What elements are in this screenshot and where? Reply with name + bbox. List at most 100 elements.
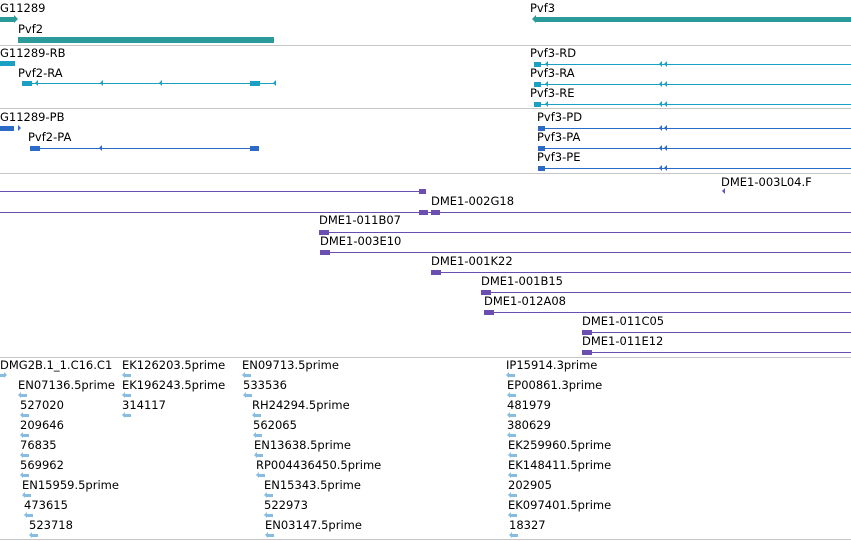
clone-line [481,292,851,293]
transcript-intron-line [534,84,851,85]
clone-label: DME1-003L04.F [721,175,812,189]
est-label: EN15343.5prime [264,478,361,492]
est-arrow [508,492,511,498]
est-feature [511,513,517,517]
est-arrow [252,412,255,418]
est-arrow [508,472,511,478]
protein-feature [0,125,14,131]
transcript-strand-arrow [273,80,276,86]
est-arrow [509,532,512,538]
est-feature [267,493,273,497]
est-arrow [506,372,509,378]
est-label: 76835 [20,438,57,452]
est-label: EK126203.5prime [122,358,226,372]
est-feature [23,413,29,417]
transcript-strand-arrow [545,61,548,67]
est-label: EN15959.5prime [22,478,119,492]
est-label: 209646 [20,418,64,432]
clone-label: DME1-011C05 [582,314,665,328]
clone-line [582,352,851,353]
est-label: EN09713.5prime [242,358,339,372]
est-feature [27,513,33,517]
clone-end [582,349,592,355]
est-label: 202905 [508,478,552,492]
track-separator [0,539,851,540]
protein-label: Pvf2-PA [28,130,72,144]
est-arrow [122,412,125,418]
est-feature [511,453,517,457]
est-label: EK097401.5prime [508,498,612,512]
clone-end [481,289,491,295]
est-feature [32,533,38,537]
gene-feature [0,16,14,22]
est-label: EP00861.3prime [507,378,603,392]
est-feature [0,373,4,377]
est-feature [510,433,516,437]
clone-end [419,188,426,194]
transcript-label: G11289-RB [0,46,66,60]
gene-direction-arrow [14,15,18,23]
est-feature [25,493,31,497]
est-label: 314117 [122,398,166,412]
clone-label: DME1-003E10 [320,234,402,248]
gene-label: Pvf2 [18,22,44,36]
protein-exon [538,125,545,131]
protein-direction-arrow [18,125,21,131]
transcript-strand-arrow [659,61,662,67]
est-feature [246,393,252,397]
transcript-exon [22,80,32,86]
clone-line [320,252,851,253]
clone-end [319,229,329,235]
transcript-label: Pvf3-RD [530,46,577,60]
est-label: EN13638.5prime [254,438,351,452]
est-feature [125,393,131,397]
transcript-strand-arrow [664,101,667,107]
transcript-strand-arrow [664,81,667,87]
est-feature [509,373,515,377]
transcript-exon [250,80,260,86]
est-feature [510,393,516,397]
est-label: DMG2B.1_1.C16.C1 [0,358,113,372]
est-arrow [265,532,268,538]
protein-exon [30,145,40,151]
clone-label: DME1-011B07 [319,213,401,227]
est-label: RH24294.5prime [252,398,350,412]
est-arrow [22,492,25,498]
est-arrow [29,532,32,538]
gene-feature [536,16,851,22]
protein-intron-line [30,148,259,149]
est-feature [511,493,517,497]
clone-end [582,329,592,335]
est-feature [125,413,131,417]
est-arrow [24,512,27,518]
track-separator [0,45,851,46]
protein-label: G11289-PB [0,110,65,124]
transcript-strand-arrow [35,80,38,86]
clone-end [431,269,441,275]
protein-exon [250,145,259,151]
clone-end [431,209,440,215]
est-arrow [243,392,246,398]
est-feature [245,373,251,377]
clone-label: DME1-011E12 [582,334,664,348]
est-feature [255,413,261,417]
est-label: RP004436450.5prime [256,458,382,472]
est-arrow [20,432,23,438]
track-separator [0,173,851,174]
transcript-label: Pvf3-RE [530,86,575,100]
transcript-strand-arrow [100,80,103,86]
transcript-exon [0,60,15,66]
est-arrow [20,412,23,418]
transcript-strand-arrow [664,61,667,67]
protein-strand-arrow [659,125,662,131]
est-arrow [253,432,256,438]
protein-label: Pvf3-PA [537,130,581,144]
clone-label: DME1-001K22 [431,254,513,268]
transcript-exon [534,81,541,87]
est-label: 523718 [29,518,73,532]
clone-end [484,309,494,315]
est-label: IP15914.3prime [506,358,598,372]
clone-line [0,191,420,192]
est-arrow [20,452,23,458]
